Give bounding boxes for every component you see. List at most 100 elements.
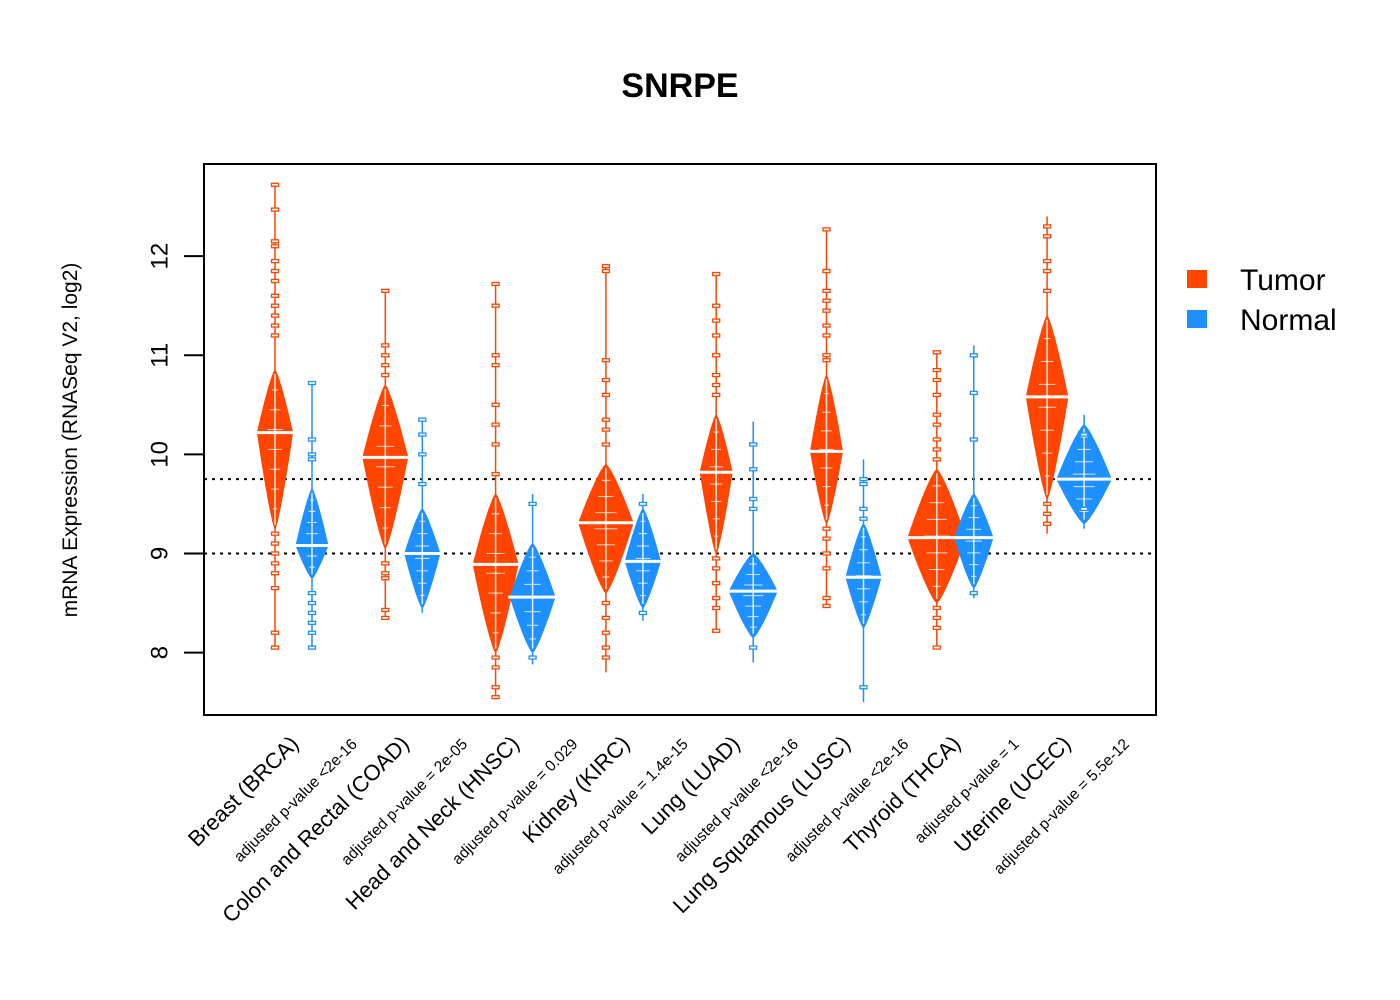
outlier-point bbox=[822, 595, 831, 601]
outlier-point bbox=[528, 501, 537, 507]
outlier-point bbox=[270, 278, 280, 284]
outlier-point bbox=[1079, 506, 1089, 512]
outlier-point bbox=[601, 645, 611, 650]
outlier-point bbox=[712, 372, 721, 378]
outlier-point bbox=[601, 600, 611, 606]
outlier-point bbox=[491, 303, 500, 308]
outlier-point bbox=[270, 323, 280, 328]
outlier-point bbox=[822, 227, 831, 232]
outlier-point bbox=[418, 417, 427, 422]
outlier-point bbox=[491, 695, 500, 700]
outlier-point bbox=[822, 323, 831, 328]
tumor-violin bbox=[360, 288, 410, 621]
outlier-point bbox=[822, 358, 831, 363]
legend: Tumor Normal bbox=[1187, 264, 1337, 337]
outlier-point bbox=[270, 571, 280, 576]
outlier-point bbox=[270, 207, 280, 212]
y-tick-label: 11 bbox=[147, 343, 174, 368]
normal-violin bbox=[843, 459, 884, 703]
tumor-violin bbox=[255, 182, 295, 650]
outlier-point bbox=[307, 457, 317, 462]
outlier-point bbox=[601, 655, 611, 660]
outlier-point bbox=[270, 586, 280, 591]
normal-violin bbox=[727, 421, 780, 663]
outlier-point bbox=[270, 541, 280, 546]
outlier-point bbox=[381, 353, 390, 358]
outlier-point bbox=[1042, 224, 1052, 229]
outlier-point bbox=[932, 412, 941, 417]
outlier-point bbox=[491, 655, 500, 660]
outlier-point bbox=[307, 620, 317, 625]
outlier-point bbox=[859, 685, 868, 690]
y-tick-label: 10 bbox=[147, 441, 174, 468]
outlier-point bbox=[932, 447, 941, 452]
normal-violin bbox=[402, 417, 442, 613]
outlier-point bbox=[491, 665, 500, 670]
normal-violin bbox=[952, 345, 995, 599]
normal-violin bbox=[508, 494, 557, 665]
outlier-point bbox=[307, 645, 317, 650]
outlier-point bbox=[1042, 288, 1052, 293]
outlier-point bbox=[381, 571, 390, 576]
outlier-point bbox=[749, 506, 758, 512]
outlier-point bbox=[270, 244, 280, 249]
outlier-point bbox=[932, 350, 941, 355]
outlier-point bbox=[381, 288, 390, 293]
outlier-point bbox=[1042, 268, 1052, 274]
outlier-point bbox=[418, 432, 427, 437]
y-tick-label: 9 bbox=[147, 547, 174, 560]
outlier-point bbox=[712, 318, 721, 323]
legend-label-normal: Normal bbox=[1240, 304, 1337, 337]
x-axis-labels: Breast (BRCA)adjusted p-value <2e-16Colo… bbox=[183, 731, 1133, 928]
outlier-point bbox=[601, 417, 611, 422]
y-axis-label: mRNA Expression (RNASeq V2, log2) bbox=[59, 263, 82, 618]
outlier-point bbox=[749, 496, 758, 502]
outlier-point bbox=[638, 501, 648, 507]
outlier-point bbox=[491, 472, 500, 477]
outlier-point bbox=[270, 333, 280, 338]
outlier-point bbox=[601, 442, 611, 447]
tumor-violin bbox=[576, 263, 636, 673]
outlier-point bbox=[712, 333, 721, 338]
outlier-point bbox=[822, 603, 831, 609]
outlier-point bbox=[418, 481, 427, 487]
outlier-point bbox=[601, 427, 611, 432]
category-label: Breast (BRCA) bbox=[183, 731, 304, 852]
outlier-point bbox=[822, 288, 831, 293]
outlier-point bbox=[712, 271, 721, 277]
outlier-point bbox=[270, 258, 280, 264]
outlier-point bbox=[932, 457, 941, 462]
outlier-point bbox=[932, 645, 941, 650]
outlier-point bbox=[712, 392, 721, 398]
outlier-point bbox=[1042, 258, 1052, 264]
outlier-point bbox=[491, 353, 500, 358]
legend-label-tumor: Tumor bbox=[1240, 264, 1326, 297]
outlier-point bbox=[969, 590, 978, 596]
outlier-point bbox=[491, 685, 500, 690]
outlier-point bbox=[381, 615, 390, 621]
outlier-point bbox=[822, 566, 831, 571]
outlier-point bbox=[1042, 511, 1052, 516]
outlier-point bbox=[932, 437, 941, 442]
outlier-point bbox=[822, 353, 831, 358]
outlier-point bbox=[969, 353, 978, 358]
plot-border bbox=[203, 163, 1157, 716]
outlier-point bbox=[712, 566, 721, 571]
outlier-point bbox=[307, 437, 317, 442]
outlier-point bbox=[932, 377, 941, 383]
outlier-point bbox=[712, 595, 721, 601]
outlier-point bbox=[749, 467, 758, 472]
outlier-point bbox=[932, 605, 941, 611]
outlier-point bbox=[307, 610, 317, 616]
outlier-point bbox=[307, 600, 317, 606]
outlier-point bbox=[822, 298, 831, 303]
outlier-point bbox=[270, 182, 280, 187]
outlier-point bbox=[270, 630, 280, 635]
outlier-point bbox=[822, 551, 831, 556]
outlier-point bbox=[712, 303, 721, 308]
outlier-point bbox=[307, 590, 317, 596]
outlier-point bbox=[601, 392, 611, 398]
y-tick-label: 8 bbox=[147, 646, 174, 659]
outlier-point bbox=[1042, 521, 1052, 526]
